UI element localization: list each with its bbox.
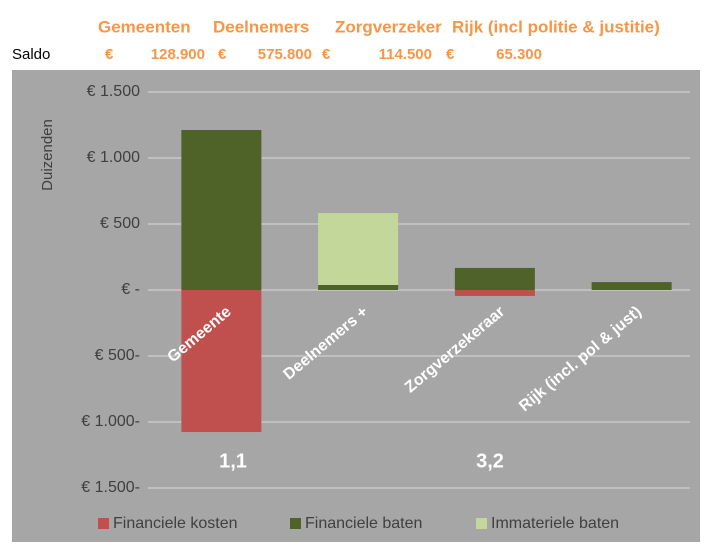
annotation: 1,1: [219, 450, 247, 472]
bar: [454, 267, 535, 290]
cell: €: [105, 46, 114, 63]
row-label: Saldo: [12, 46, 50, 63]
y-tick-label: € 500: [100, 215, 140, 232]
cell: 65.300: [496, 46, 542, 63]
y-tick-label: € 1.500-: [81, 479, 140, 496]
cell: €: [218, 46, 227, 63]
legend-swatch: [98, 518, 109, 529]
y-tick-label: € 1.000-: [81, 413, 140, 430]
annotation: 3,2: [476, 450, 504, 472]
legend-swatch: [476, 518, 487, 529]
y-tick-label: € 1.500: [87, 83, 140, 100]
bar: [318, 284, 399, 290]
header-cell: Zorgverzeker: [335, 17, 442, 36]
bar: [591, 282, 672, 290]
chart-area: [12, 70, 700, 542]
header-cell: Gemeenten: [98, 17, 191, 36]
cell: 128.900: [151, 46, 205, 63]
cell: €: [446, 46, 455, 63]
legend-label: Financiele baten: [305, 515, 422, 532]
bar: [454, 290, 535, 296]
y-tick-label: € 500-: [95, 347, 140, 364]
y-axis-label: Duizenden: [39, 119, 56, 191]
legend-label: Immateriele baten: [491, 515, 619, 532]
bar: [318, 213, 399, 285]
cell: €: [322, 46, 331, 63]
legend-swatch: [290, 518, 301, 529]
y-tick-label: € -: [121, 281, 140, 298]
bar: [181, 290, 262, 433]
legend-label: Financiele kosten: [113, 515, 238, 532]
bar: [181, 130, 262, 290]
header-cell: Deelnemers: [213, 17, 309, 36]
cell: 114.500: [379, 46, 432, 63]
cell: 575.800: [258, 46, 312, 63]
header-cell: Rijk (incl politie & justitie): [452, 17, 660, 36]
y-tick-label: € 1.000: [87, 149, 140, 166]
